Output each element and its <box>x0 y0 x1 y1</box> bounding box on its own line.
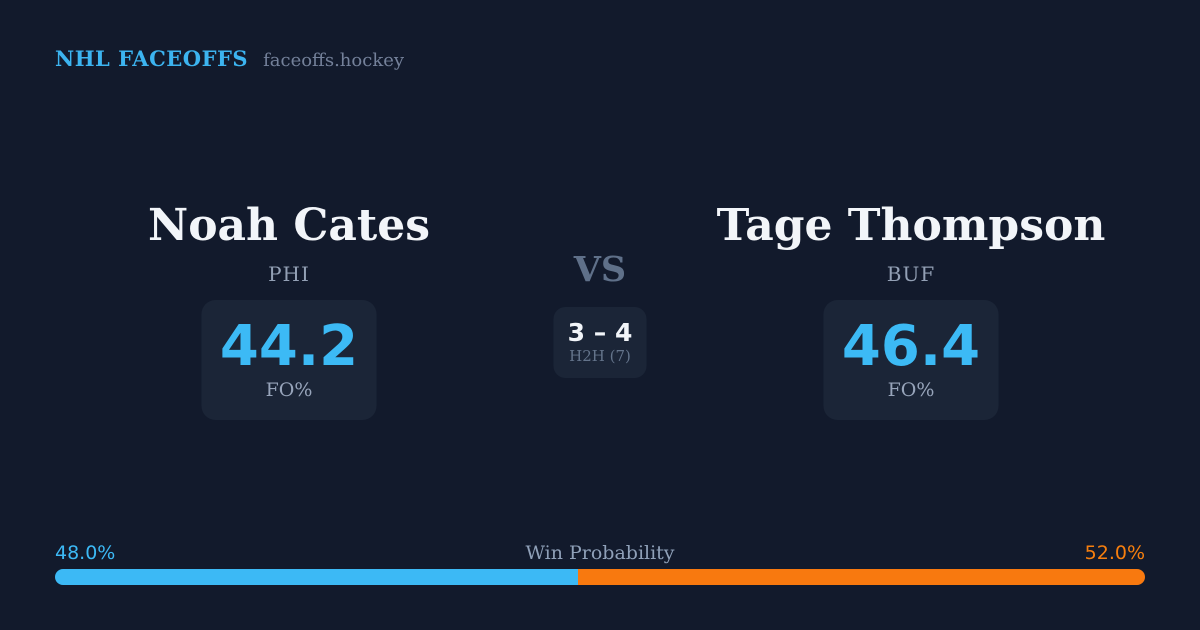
player-left-team: PHI <box>268 262 310 286</box>
player-left-stat-card: 44.2 FO% <box>201 300 377 420</box>
player-right-team: BUF <box>886 262 936 286</box>
player-left-stat-label: FO% <box>265 379 313 401</box>
win-bar-right <box>578 569 1145 585</box>
player-right-stat-label: FO% <box>887 379 935 401</box>
player-left-name: Noah Cates <box>147 200 430 251</box>
win-probability-left-pct: 48.0% <box>55 542 116 564</box>
player-right-stat-card: 46.4 FO% <box>823 300 999 420</box>
player-left-fo-pct: 44.2 <box>219 314 359 379</box>
win-probability-title: Win Probability <box>525 542 675 564</box>
h2h-label: H2H (7) <box>569 347 631 365</box>
h2h-card: 3 – 4 H2H (7) <box>553 307 647 378</box>
player-right-name: Tage Thompson <box>716 200 1106 251</box>
brand-title: NHL FACEOFFS <box>55 46 249 71</box>
win-probability-bar <box>55 569 1145 585</box>
vs-label: VS <box>573 249 627 290</box>
win-probability-right-pct: 52.0% <box>1084 542 1145 564</box>
win-bar-left <box>55 569 579 585</box>
player-right-fo-pct: 46.4 <box>841 314 981 379</box>
h2h-score: 3 – 4 <box>567 318 633 347</box>
site-url: faceoffs.hockey <box>263 50 405 71</box>
win-probability-labels: 48.0% Win Probability 52.0% <box>55 542 1145 564</box>
header: NHL FACEOFFS faceoffs.hockey <box>55 46 404 71</box>
